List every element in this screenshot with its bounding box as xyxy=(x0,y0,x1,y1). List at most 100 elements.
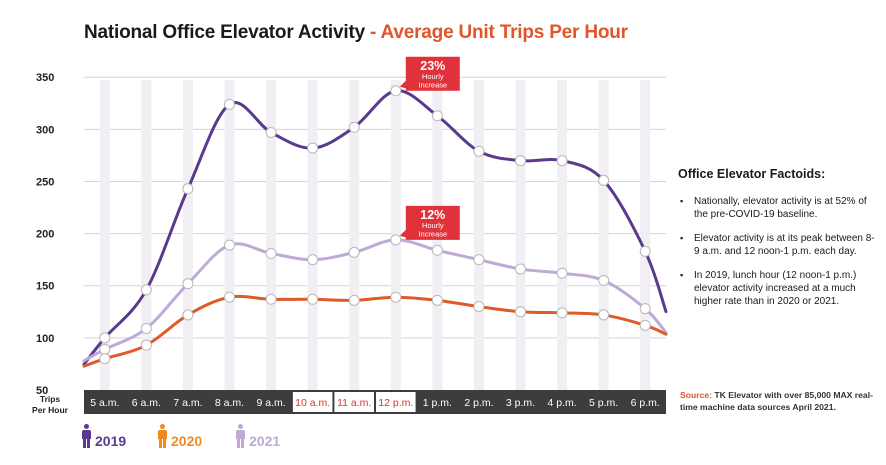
factoid-item: Nationally, elevator activity is at 52% … xyxy=(678,195,878,221)
hour-column xyxy=(99,80,110,390)
x-tick-label: 6 p.m. xyxy=(631,397,660,409)
data-point-2020 xyxy=(224,291,235,303)
title-separator: - xyxy=(364,22,381,43)
data-point-2019 xyxy=(140,284,152,296)
title-subtitle: Average Unit Trips Per Hour xyxy=(380,22,628,43)
x-tick-label: 10 a.m. xyxy=(295,397,330,409)
hour-column xyxy=(224,80,235,390)
data-point-2019 xyxy=(307,142,319,154)
data-point-2021 xyxy=(431,244,443,256)
hour-column xyxy=(182,80,193,390)
data-point-2020 xyxy=(265,293,277,305)
data-point-2019 xyxy=(224,98,235,110)
x-tick-label: 9 a.m. xyxy=(256,397,285,409)
person-icon xyxy=(236,424,245,448)
source-label: Source: xyxy=(680,390,712,400)
x-category-highlight xyxy=(334,392,374,412)
data-point-2021 xyxy=(140,322,152,334)
data-point-2020 xyxy=(182,309,194,321)
data-point-2020 xyxy=(99,353,111,365)
data-point-2020 xyxy=(515,306,526,318)
legend-label: 2021 xyxy=(249,433,281,449)
hour-column xyxy=(598,80,609,390)
x-tick-label: 4 p.m. xyxy=(547,397,576,409)
data-point-2019 xyxy=(182,183,194,195)
x-tick-label: 11 a.m. xyxy=(337,397,371,409)
data-point-2020 xyxy=(140,339,152,351)
callout-box xyxy=(405,205,460,240)
x-tick-label: 1 p.m. xyxy=(423,397,452,409)
callout-label: Increase xyxy=(418,80,447,89)
legend-item-2019: 2019 xyxy=(82,424,126,448)
y-tick-label: 350 xyxy=(36,72,54,84)
x-tick-label: 7 a.m. xyxy=(173,397,202,409)
source-text: TK Elevator with over 85,000 MAX real-ti… xyxy=(680,390,873,412)
data-point-2019 xyxy=(431,110,443,122)
factoids-panel: Office Elevator Factoids: Nationally, el… xyxy=(678,167,878,319)
legend-item-2021: 2021 xyxy=(236,424,280,448)
y-axis-label: Per Hour xyxy=(32,405,69,415)
y-tick-label: 200 xyxy=(36,229,54,241)
callout-label: Hourly xyxy=(422,221,444,230)
person-icon xyxy=(82,424,91,448)
hour-column xyxy=(349,80,360,390)
data-point-2021 xyxy=(639,303,651,315)
data-point-2021 xyxy=(556,267,568,279)
person-icon xyxy=(158,424,167,448)
hour-column xyxy=(473,80,484,390)
x-category-highlight xyxy=(376,392,416,412)
data-point-2021 xyxy=(473,254,485,266)
x-axis-bar xyxy=(84,390,666,414)
hour-column xyxy=(557,80,568,390)
factoids-heading: Office Elevator Factoids: xyxy=(678,167,826,181)
data-point-2021 xyxy=(515,263,526,275)
data-point-2020 xyxy=(307,293,319,305)
data-point-2021 xyxy=(348,246,360,258)
legend-item-2020: 2020 xyxy=(158,424,202,448)
data-point-2020 xyxy=(598,309,610,321)
x-tick-label: 6 a.m. xyxy=(132,397,161,409)
series-line-2021 xyxy=(82,238,668,363)
data-point-2020 xyxy=(390,291,402,303)
data-point-2019 xyxy=(598,174,610,186)
data-point-2021 xyxy=(390,234,402,246)
x-tick-label: 12 p.m. xyxy=(378,397,413,409)
series-line-2019 xyxy=(82,89,668,366)
hour-column xyxy=(141,80,152,390)
line-chart: 5010015020025030035023%HourlyIncrease12%… xyxy=(32,56,668,415)
callout-value: 23% xyxy=(420,59,445,73)
callout-label: Hourly xyxy=(422,72,444,81)
data-point-2019 xyxy=(99,332,111,344)
data-point-2020 xyxy=(639,319,651,331)
data-point-2019 xyxy=(390,85,402,97)
hour-column xyxy=(266,80,277,390)
data-point-2021 xyxy=(224,239,235,251)
data-point-2019 xyxy=(473,145,485,157)
data-point-2019 xyxy=(515,155,526,167)
x-tick-label: 3 p.m. xyxy=(506,397,535,409)
data-point-2020 xyxy=(556,307,568,319)
x-tick-label: 5 a.m. xyxy=(90,397,119,409)
data-point-2021 xyxy=(182,278,194,290)
data-point-2019 xyxy=(639,245,651,257)
source-note: Source: TK Elevator with over 85,000 MAX… xyxy=(680,389,885,413)
hour-column xyxy=(307,80,318,390)
x-tick-label: 2 p.m. xyxy=(464,397,493,409)
chart-title: National Office Elevator Activity - Aver… xyxy=(84,22,628,44)
data-point-2021 xyxy=(99,343,111,355)
series-line-2020 xyxy=(82,294,668,368)
callout-label: Increase xyxy=(418,229,447,238)
title-main: National Office Elevator Activity xyxy=(84,22,365,43)
data-point-2019 xyxy=(556,155,568,167)
x-tick-label: 8 a.m. xyxy=(215,397,244,409)
y-tick-label: 50 xyxy=(36,385,48,397)
y-tick-label: 250 xyxy=(36,176,54,188)
data-point-2019 xyxy=(265,126,277,138)
legend-label: 2020 xyxy=(171,433,203,449)
data-point-2021 xyxy=(598,275,610,287)
x-category-highlight xyxy=(292,392,333,412)
data-point-2020 xyxy=(348,294,360,306)
y-tick-label: 150 xyxy=(36,281,54,293)
data-point-2019 xyxy=(348,121,360,133)
data-point-2021 xyxy=(265,247,277,259)
